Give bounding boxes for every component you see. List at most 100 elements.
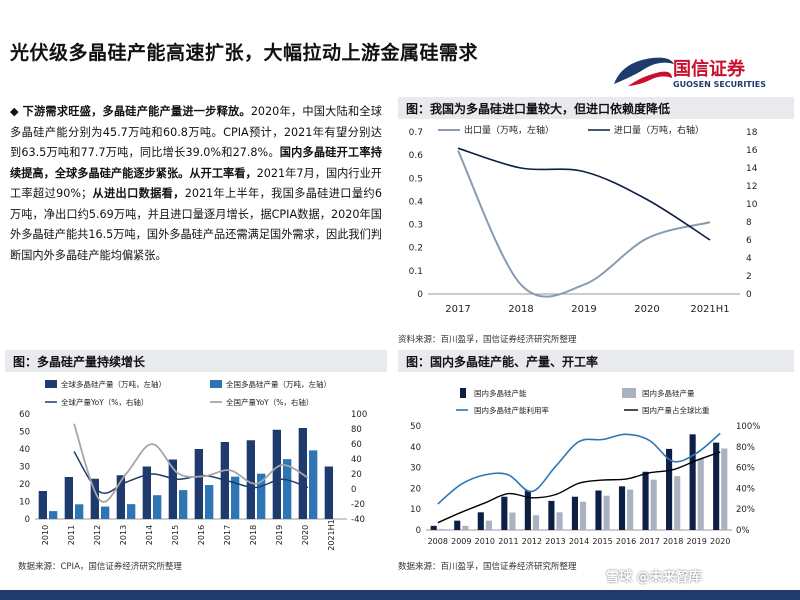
c3-legend-capacity-swatch [460, 388, 466, 398]
c2-ytick-left: 50 [19, 428, 30, 438]
c3-bar-capacity [477, 512, 484, 530]
c2-xtick: 2014 [145, 525, 154, 545]
c2-legend-global: 全球多晶硅产量（万吨，左轴） [61, 379, 166, 389]
c2-legend-china: 全国多晶硅产量（万吨，左轴） [226, 379, 331, 389]
c3-bar-output [603, 495, 610, 530]
c1-ytick-left: 0.4 [409, 197, 424, 207]
c2-bar-global [246, 440, 255, 519]
c2-legend-global-yoy: 全球产量YoY（%，右轴） [61, 397, 148, 407]
c3-xtick: 2012 [522, 537, 542, 546]
footer-bar [0, 590, 800, 600]
c3-bar-output [580, 501, 587, 530]
c2-ytick-left: 40 [19, 445, 30, 455]
c2-xtick: 2012 [93, 525, 102, 545]
c1-ytick-right: 18 [746, 128, 758, 138]
c2-xtick: 2019 [275, 525, 284, 545]
c2-bar-global [64, 477, 73, 519]
c3-ytick-right: 0% [736, 526, 750, 536]
c2-bar-china [257, 473, 266, 519]
c2-bar-global [38, 491, 47, 519]
c3-bar-output [721, 448, 728, 530]
c3-xtick: 2008 [428, 537, 448, 546]
c1-legend-export: 出口量（万吨，左轴） [464, 124, 554, 136]
c3-legend-share: 国内产量占全球比重 [642, 405, 710, 415]
c2-bar-china [205, 485, 214, 519]
c1-xtick: 2019 [571, 304, 596, 315]
c2-ytick-right: -20 [351, 500, 365, 510]
panel1-title: 图：我国为多晶硅进口量较大，但进口依赖度降低 [398, 97, 794, 119]
c2-xtick: 2015 [171, 525, 180, 545]
c1-ytick-right: 2 [746, 272, 752, 282]
c2-ytick-left: 20 [19, 480, 30, 490]
c2-bar-china [49, 511, 58, 519]
page-title: 光伏级多晶硅产能高速扩张，大幅拉动上游金属硅需求 [10, 42, 479, 64]
c3-legend-output: 国内多晶硅产量 [642, 388, 695, 398]
c2-xtick: 2013 [119, 525, 128, 545]
c1-ytick-right: 14 [746, 164, 758, 174]
c3-legend-util: 国内多晶硅产能利用率 [474, 405, 549, 415]
c2-ytick-right: 60 [351, 440, 362, 450]
c2-ytick-right: 100 [351, 410, 367, 420]
c1-xtick: 2017 [445, 304, 470, 315]
c2-xtick: 2011 [67, 525, 76, 545]
c3-ytick-left: 50 [410, 422, 421, 432]
c2-legend-china-yoy: 全国产量YoY（%，右轴） [226, 397, 313, 407]
c3-xtick: 2013 [545, 537, 565, 546]
c3-series-utilization [437, 432, 721, 505]
c3-xtick: 2018 [663, 537, 683, 546]
c3-xtick: 2017 [639, 537, 659, 546]
c3-xtick: 2020 [710, 537, 730, 546]
c3-bar-capacity [430, 525, 437, 530]
c2-ytick-right: -40 [351, 515, 365, 525]
c3-bar-output [462, 525, 469, 530]
c3-bar-output [509, 512, 516, 530]
watermark: 雪球 @未来智库 [606, 570, 702, 585]
c3-ytick-left: 10 [410, 505, 421, 515]
bullet-seg2: 2020年，中国大陆和全球多晶硅产能分别为45.7万吨和60.8万吨。CPIA预… [10, 105, 382, 159]
c3-ytick-left: 0 [416, 526, 421, 536]
c3-bar-capacity [571, 496, 578, 530]
c3-bar-capacity [595, 490, 602, 530]
c2-xtick: 2021H1 [327, 519, 336, 550]
c3-ytick-left: 20 [410, 484, 421, 494]
c3-bar-capacity [454, 520, 461, 530]
c3-ytick-left: 40 [410, 443, 421, 453]
c3-bar-output [697, 458, 704, 530]
c3-bar-capacity [501, 496, 508, 530]
c3-bar-capacity [548, 500, 555, 530]
c2-ytick-right: 20 [351, 470, 362, 480]
c2-bar-global [168, 459, 177, 519]
c2-ytick-right: 80 [351, 425, 362, 435]
c3-xtick: 2016 [616, 537, 636, 546]
c2-xtick: 2017 [223, 525, 232, 545]
c2-bar-china [283, 459, 292, 519]
c1-ytick-left: 0.7 [409, 128, 423, 138]
c3-xtick: 2010 [475, 537, 495, 546]
c2-bar-china [231, 476, 240, 519]
c3-xtick: 2014 [569, 537, 589, 546]
c2-bar-global [324, 466, 333, 519]
c3-bar-output [438, 528, 445, 530]
c3-ytick-left: 30 [410, 464, 421, 474]
c3-bar-output [674, 476, 681, 530]
c3-ytick-right: 40% [736, 484, 755, 494]
c1-ytick-right: 8 [746, 218, 752, 228]
c2-bar-global [272, 429, 281, 519]
c2-bar-china [75, 504, 84, 519]
c1-series-import-line [457, 147, 711, 241]
c3-ytick-right: 100% [736, 422, 760, 432]
c3-legend-capacity: 国内多晶硅产能 [474, 388, 527, 398]
logo-text-en: GUOSEN SECURITIES [673, 80, 766, 89]
c1-ytick-right: 0 [746, 290, 752, 300]
c3-bar-capacity [689, 434, 696, 530]
c2-legend-china-swatch [210, 380, 222, 388]
logo-swoosh-red [628, 71, 672, 86]
logo-swoosh-blue [614, 57, 674, 84]
c3-bar-capacity [524, 490, 531, 530]
bullet-seg5: 2021年7月，国内行业开工率超过90%； [10, 166, 382, 201]
c2-ytick-left: 0 [25, 515, 30, 525]
c2-ytick-left: 60 [19, 410, 30, 420]
panel2-source: 数据来源：CPIA，国信证券经济研究所整理 [18, 562, 182, 572]
c1-ytick-right: 4 [746, 254, 752, 264]
c3-bar-output [556, 512, 563, 530]
